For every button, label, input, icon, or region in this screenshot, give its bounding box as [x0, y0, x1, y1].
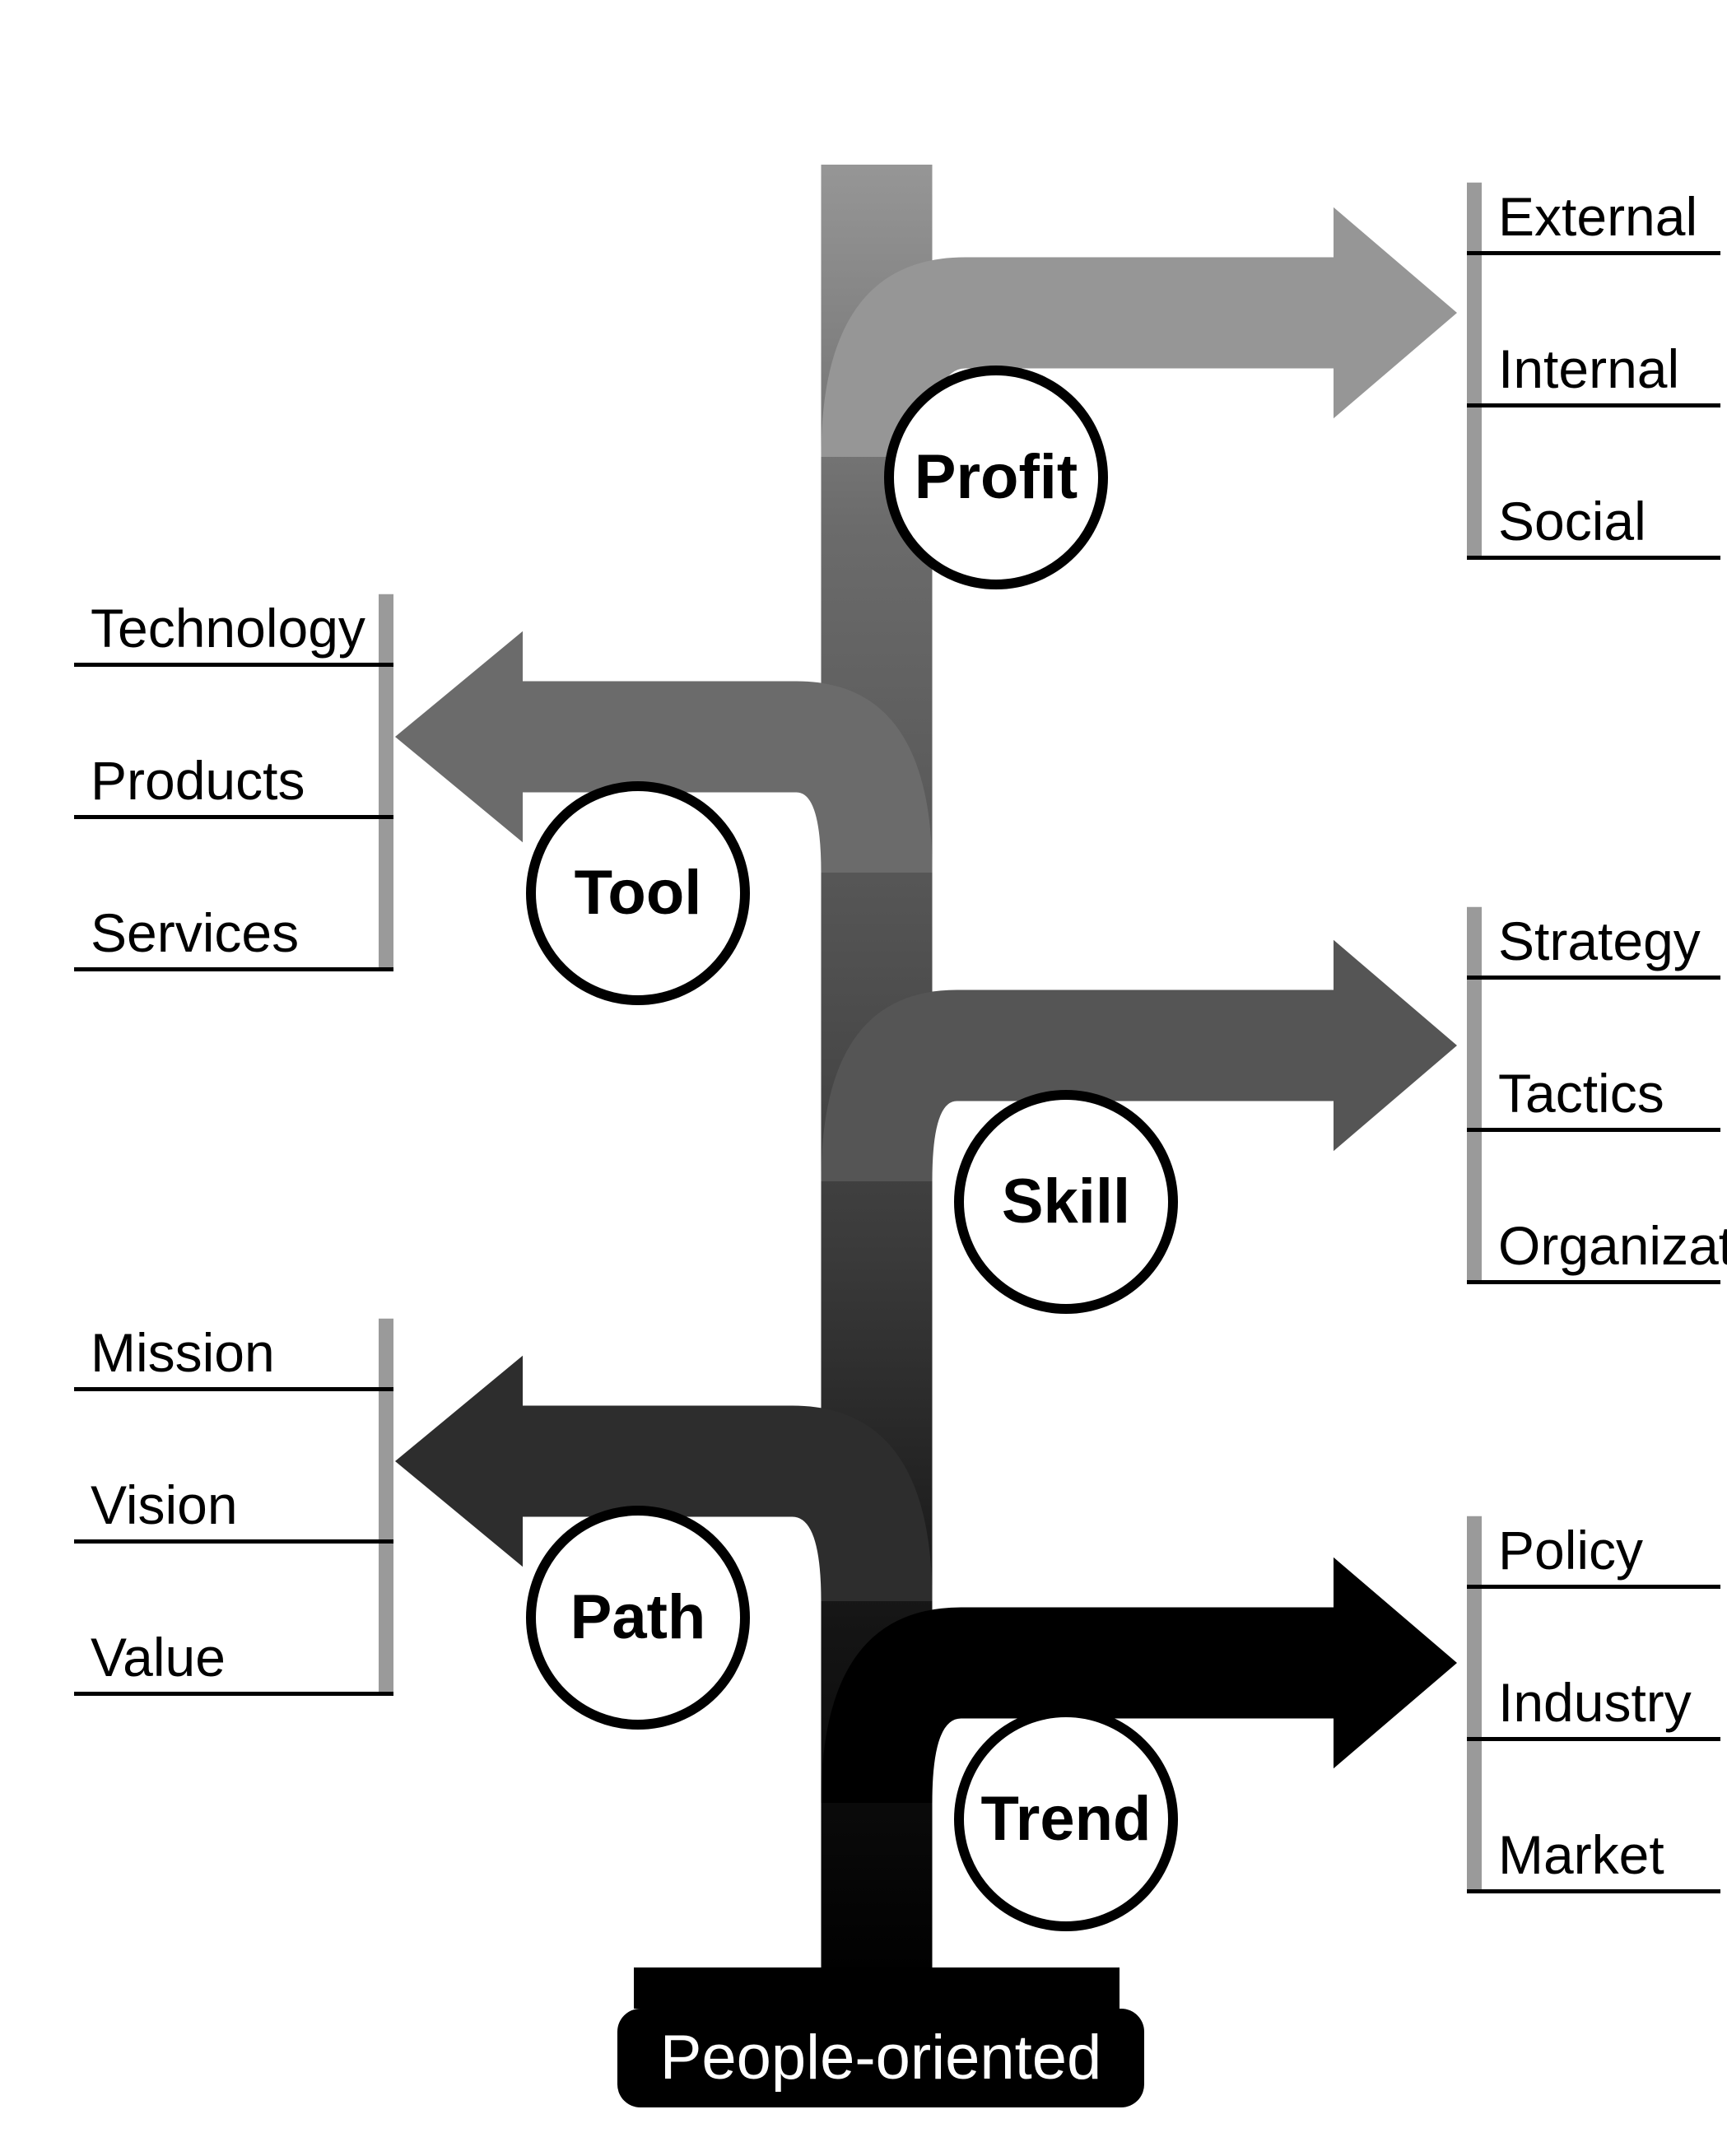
items-bar-trend	[1467, 1516, 1482, 1893]
branch-label-trend: Trend	[959, 1783, 1173, 1855]
branch-label-path: Path	[531, 1581, 745, 1653]
item-underline-skill-1	[1467, 1128, 1720, 1132]
item-underline-path-0	[74, 1387, 393, 1391]
item-underline-trend-2	[1467, 1889, 1720, 1893]
item-label-profit-2: Social	[1498, 490, 1646, 552]
diagram-canvas: People-oriented Profit Tool Skill Path Trend…	[0, 0, 1727, 2156]
item-label-profit-1: Internal	[1498, 338, 1679, 400]
item-label-skill-2: Organization	[1498, 1214, 1727, 1277]
item-label-tool-1: Products	[91, 749, 305, 812]
item-underline-trend-0	[1467, 1585, 1720, 1589]
items-bar-profit	[1467, 183, 1482, 560]
branch-label-skill: Skill	[959, 1166, 1173, 1237]
item-label-trend-0: Policy	[1498, 1519, 1643, 1581]
base-label: People-oriented	[617, 2022, 1144, 2093]
item-underline-path-2	[74, 1692, 393, 1696]
item-label-trend-1: Industry	[1498, 1671, 1692, 1734]
items-bar-tool	[379, 594, 393, 971]
items-bar-path	[379, 1319, 393, 1696]
item-underline-trend-1	[1467, 1737, 1720, 1741]
item-label-path-2: Value	[91, 1626, 226, 1688]
branch-label-tool: Tool	[531, 857, 745, 929]
item-underline-tool-0	[74, 663, 393, 667]
tree-svg	[0, 0, 1727, 2156]
item-label-path-0: Mission	[91, 1321, 275, 1384]
item-label-profit-0: External	[1498, 185, 1697, 248]
trunk-base	[634, 1967, 1120, 2009]
item-underline-skill-2	[1467, 1280, 1720, 1284]
item-label-trend-2: Market	[1498, 1823, 1664, 1886]
items-bar-skill	[1467, 907, 1482, 1284]
item-underline-profit-1	[1467, 403, 1720, 407]
item-label-path-1: Vision	[91, 1474, 238, 1536]
item-label-skill-1: Tactics	[1498, 1062, 1664, 1125]
item-label-tool-0: Technology	[91, 597, 365, 659]
item-label-tool-2: Services	[91, 901, 299, 964]
item-underline-tool-1	[74, 815, 393, 819]
item-underline-profit-0	[1467, 251, 1720, 255]
item-underline-profit-2	[1467, 556, 1720, 560]
item-underline-skill-0	[1467, 976, 1720, 980]
branch-label-profit: Profit	[889, 441, 1103, 513]
item-label-skill-0: Strategy	[1498, 910, 1701, 972]
item-underline-path-1	[74, 1539, 393, 1544]
item-underline-tool-2	[74, 967, 393, 971]
